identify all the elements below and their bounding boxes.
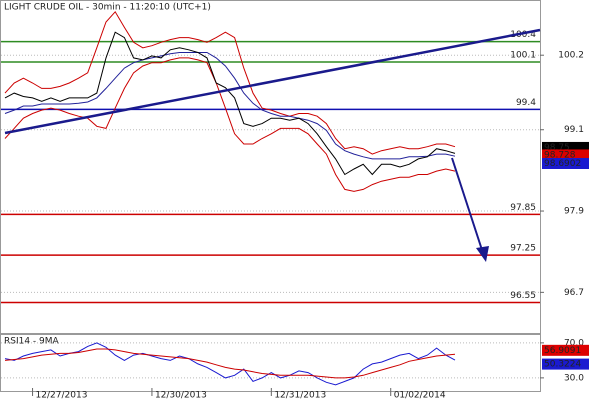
value-tag-label: 98.728 xyxy=(544,150,576,160)
value-tag xyxy=(542,358,589,370)
chart-title: LIGHT CRUDE OIL - 30min - 11:20:10 (UTC+… xyxy=(4,3,211,13)
level-label: 99.4 xyxy=(516,98,536,108)
level-label: 97.85 xyxy=(510,203,536,213)
series-line xyxy=(4,57,456,192)
value-tag xyxy=(542,158,589,170)
level-label: 96.55 xyxy=(510,291,536,301)
level-label: 97.25 xyxy=(510,244,536,254)
value-tag xyxy=(542,344,589,356)
y-tick-label: 30.0 xyxy=(564,373,584,383)
level-label: 100.4 xyxy=(510,30,536,40)
forecast-arrow xyxy=(451,157,483,251)
series-line xyxy=(4,31,456,176)
value-tag xyxy=(542,141,589,153)
value-tag-label: 98.75 xyxy=(544,143,570,153)
y-tick-label: 70.0 xyxy=(564,338,584,348)
level-label: 100.1 xyxy=(510,50,536,60)
y-tick-label: 96.7 xyxy=(564,288,584,298)
x-tick-label: 01/02/2014 xyxy=(394,391,446,400)
arrow-head xyxy=(476,246,489,262)
value-tag-label: 50.3224 xyxy=(544,360,581,370)
x-tick-label: 12/27/2013 xyxy=(36,391,88,400)
y-tick-label: 97.9 xyxy=(564,207,584,217)
trend-line xyxy=(4,28,541,135)
rsi-panel xyxy=(0,334,541,392)
main-panel xyxy=(0,0,541,334)
rsi-title: RSI14 - 9MA xyxy=(4,337,60,347)
x-tick-label: 12/30/2013 xyxy=(155,391,207,400)
plot: 100.2 99.1 97.9 96.7 100.4 100.1 99.4 97.85 97.2… xyxy=(1,10,589,400)
series-line xyxy=(4,348,456,379)
value-tag-label: 56.9091 xyxy=(544,346,581,356)
y-tick-label: 99.1 xyxy=(564,125,584,135)
value-tag xyxy=(542,149,589,161)
value-tag-label: 98.6902 xyxy=(544,159,581,169)
series-line xyxy=(4,52,456,160)
series-line xyxy=(4,342,456,386)
series-line xyxy=(4,10,456,155)
y-tick-label: 100.2 xyxy=(558,51,584,61)
x-tick-label: 12/31/2013 xyxy=(274,391,326,400)
